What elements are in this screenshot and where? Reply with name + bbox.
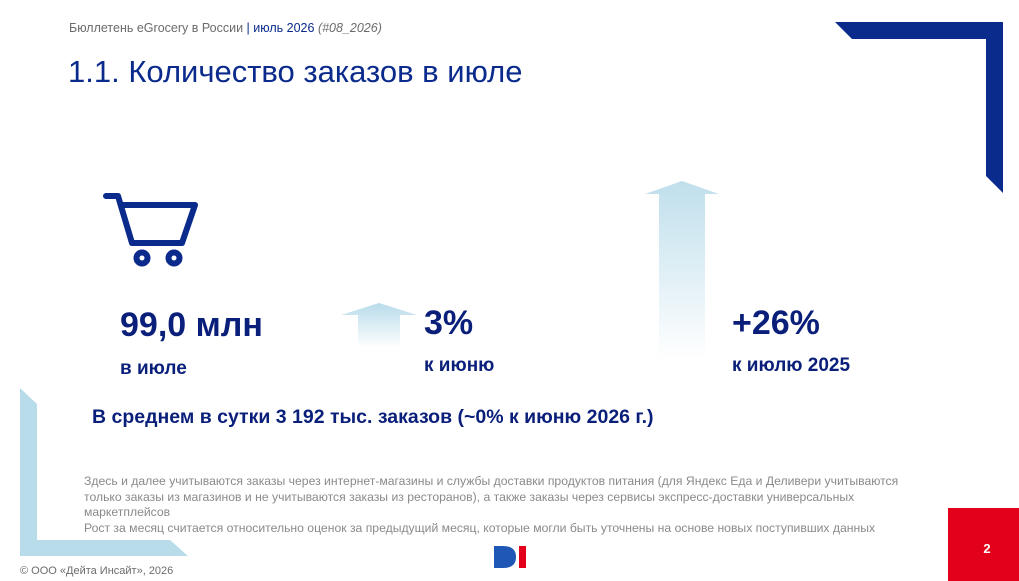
copyright: © ООО «Дейта Инсайт», 2026 <box>20 565 174 577</box>
arrow-up-small-icon <box>341 303 417 348</box>
metric-mom-label: к июню <box>424 355 495 376</box>
metric-orders-label: в июле <box>120 358 187 379</box>
arrow-up-large-icon <box>645 181 719 360</box>
metric-yoy-label: к июлю 2025 <box>732 355 851 376</box>
metric-orders-value: 99,0 млн <box>120 306 263 344</box>
bulletin-code: (#08_2026) <box>317 21 382 35</box>
bulletin-period: июль 2026 <box>253 21 315 35</box>
page-number-box <box>948 508 1019 581</box>
page-number: 2 <box>983 541 991 556</box>
page-title: 1.1. Количество заказов в июле <box>68 54 523 89</box>
corner-bracket-bottom-left <box>20 388 188 556</box>
bulletin-header: Бюллетень eGrocery в России | июль 2026 … <box>69 21 382 35</box>
bulletin-name: Бюллетень eGrocery в России <box>69 21 244 35</box>
footnote-orders-scope: Здесь и далее учитываются заказы через и… <box>84 474 899 519</box>
di-logo <box>494 546 526 568</box>
footnote-growth-method: Рост за месяц считается относительно оце… <box>84 520 876 535</box>
metric-mom-value: 3% <box>424 304 474 342</box>
header-separator: | <box>246 21 250 35</box>
cart-icon <box>103 193 198 267</box>
daily-average-text: В среднем в сутки 3 192 тыс. заказов (~0… <box>92 406 654 428</box>
footnote: Здесь и далее учитываются заказы через и… <box>84 474 914 536</box>
corner-bracket-top-right <box>835 22 1003 193</box>
metric-yoy-value: +26% <box>732 304 820 342</box>
